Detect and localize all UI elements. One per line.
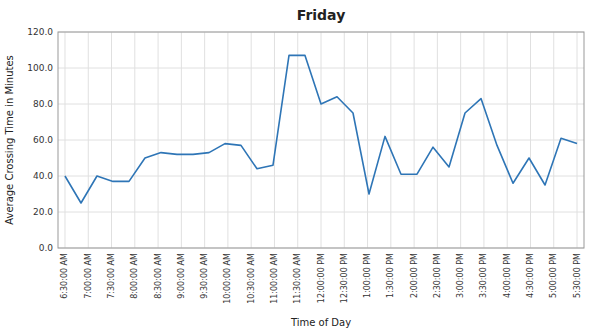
y-axis-label: Average Crossing Time in Minutes [4, 55, 15, 225]
x-tick-label: 11:00:00 AM [270, 253, 279, 304]
x-grid-line [88, 32, 89, 248]
x-grid-line [64, 32, 65, 248]
x-grid-line [274, 32, 275, 248]
x-tick-label: 12:30:00 PM [340, 253, 349, 303]
x-grid-line [483, 32, 484, 248]
x-tick-label: 8:30:00 AM [154, 253, 163, 299]
x-tick-label: 12:00:00 PM [317, 253, 326, 303]
y-tick-label: 60.0 [33, 135, 53, 145]
x-tick-label: 3:30:00 PM [479, 253, 488, 298]
x-tick-label: 9:00:00 AM [177, 253, 186, 299]
plot-frame [58, 32, 584, 248]
x-grid-line [390, 32, 391, 248]
x-tick-label: 5:30:00 PM [573, 253, 582, 298]
x-grid-line [414, 32, 415, 248]
x-grid-line [367, 32, 368, 248]
y-tick-labels: 0.0 20.0 40.0 60.0 80.0 100.0 120.0 [27, 27, 53, 253]
x-tick-label: 5:00:00 PM [549, 253, 558, 298]
x-tick-labels: 6:30:00 AM 7:00:00 AM 7:30:00 AM 8:00:00 AM… [60, 253, 581, 304]
x-tick-label: 10:00:00 AM [223, 253, 232, 304]
x-grid-line [111, 32, 112, 248]
y-tick-label: 100.0 [27, 63, 53, 73]
x-grid-line [577, 32, 578, 248]
x-grid-line [181, 32, 182, 248]
x-tick-label: 10:30:00 AM [247, 253, 256, 304]
y-tick-label: 20.0 [33, 207, 53, 217]
plot-area [65, 55, 577, 203]
x-tick-label: 1:00:00 PM [363, 253, 372, 298]
x-grid-line [530, 32, 531, 248]
x-tick-label: 2:30:00 PM [433, 253, 442, 298]
x-grid-line [204, 32, 205, 248]
x-grid-line [507, 32, 508, 248]
x-grid-line [437, 32, 438, 248]
x-tick-label: 3:00:00 PM [456, 253, 465, 298]
x-tick-label: 6:30:00 AM [60, 253, 69, 299]
x-grid-line [158, 32, 159, 248]
x-grid-line [297, 32, 298, 248]
x-grid-line [321, 32, 322, 248]
x-grid-line [344, 32, 345, 248]
x-tick-label: 7:30:00 AM [107, 253, 116, 299]
x-tick-label: 7:00:00 AM [84, 253, 93, 299]
x-grid-line [553, 32, 554, 248]
y-tick-label: 40.0 [33, 171, 53, 181]
x-tick-label: 2:00:00 PM [410, 253, 419, 298]
x-tick-label: 11:30:00 AM [293, 253, 302, 304]
x-grid-line [227, 32, 228, 248]
y-tick-label: 80.0 [33, 99, 53, 109]
x-grid-line [134, 32, 135, 248]
background [0, 0, 600, 332]
y-tick-label: 0.0 [39, 243, 54, 253]
title: Friday [297, 7, 346, 23]
grid [58, 32, 584, 248]
chart: 0.0 20.0 40.0 60.0 80.0 100.0 120.0 6:30:00 AM 7… [0, 0, 600, 332]
x-tick-label: 1:30:00 PM [386, 253, 395, 298]
x-tick-label: 4:30:00 PM [526, 253, 535, 298]
x-grid-line [460, 32, 461, 248]
x-tick-label: 4:00:00 PM [503, 253, 512, 298]
x-tick-label: 8:00:00 AM [130, 253, 139, 299]
x-tick-label: 9:30:00 AM [200, 253, 209, 299]
x-grid-line [251, 32, 252, 248]
y-tick-label: 120.0 [27, 27, 53, 37]
line [65, 55, 577, 203]
x-axis-label: Time of Day [290, 317, 351, 328]
